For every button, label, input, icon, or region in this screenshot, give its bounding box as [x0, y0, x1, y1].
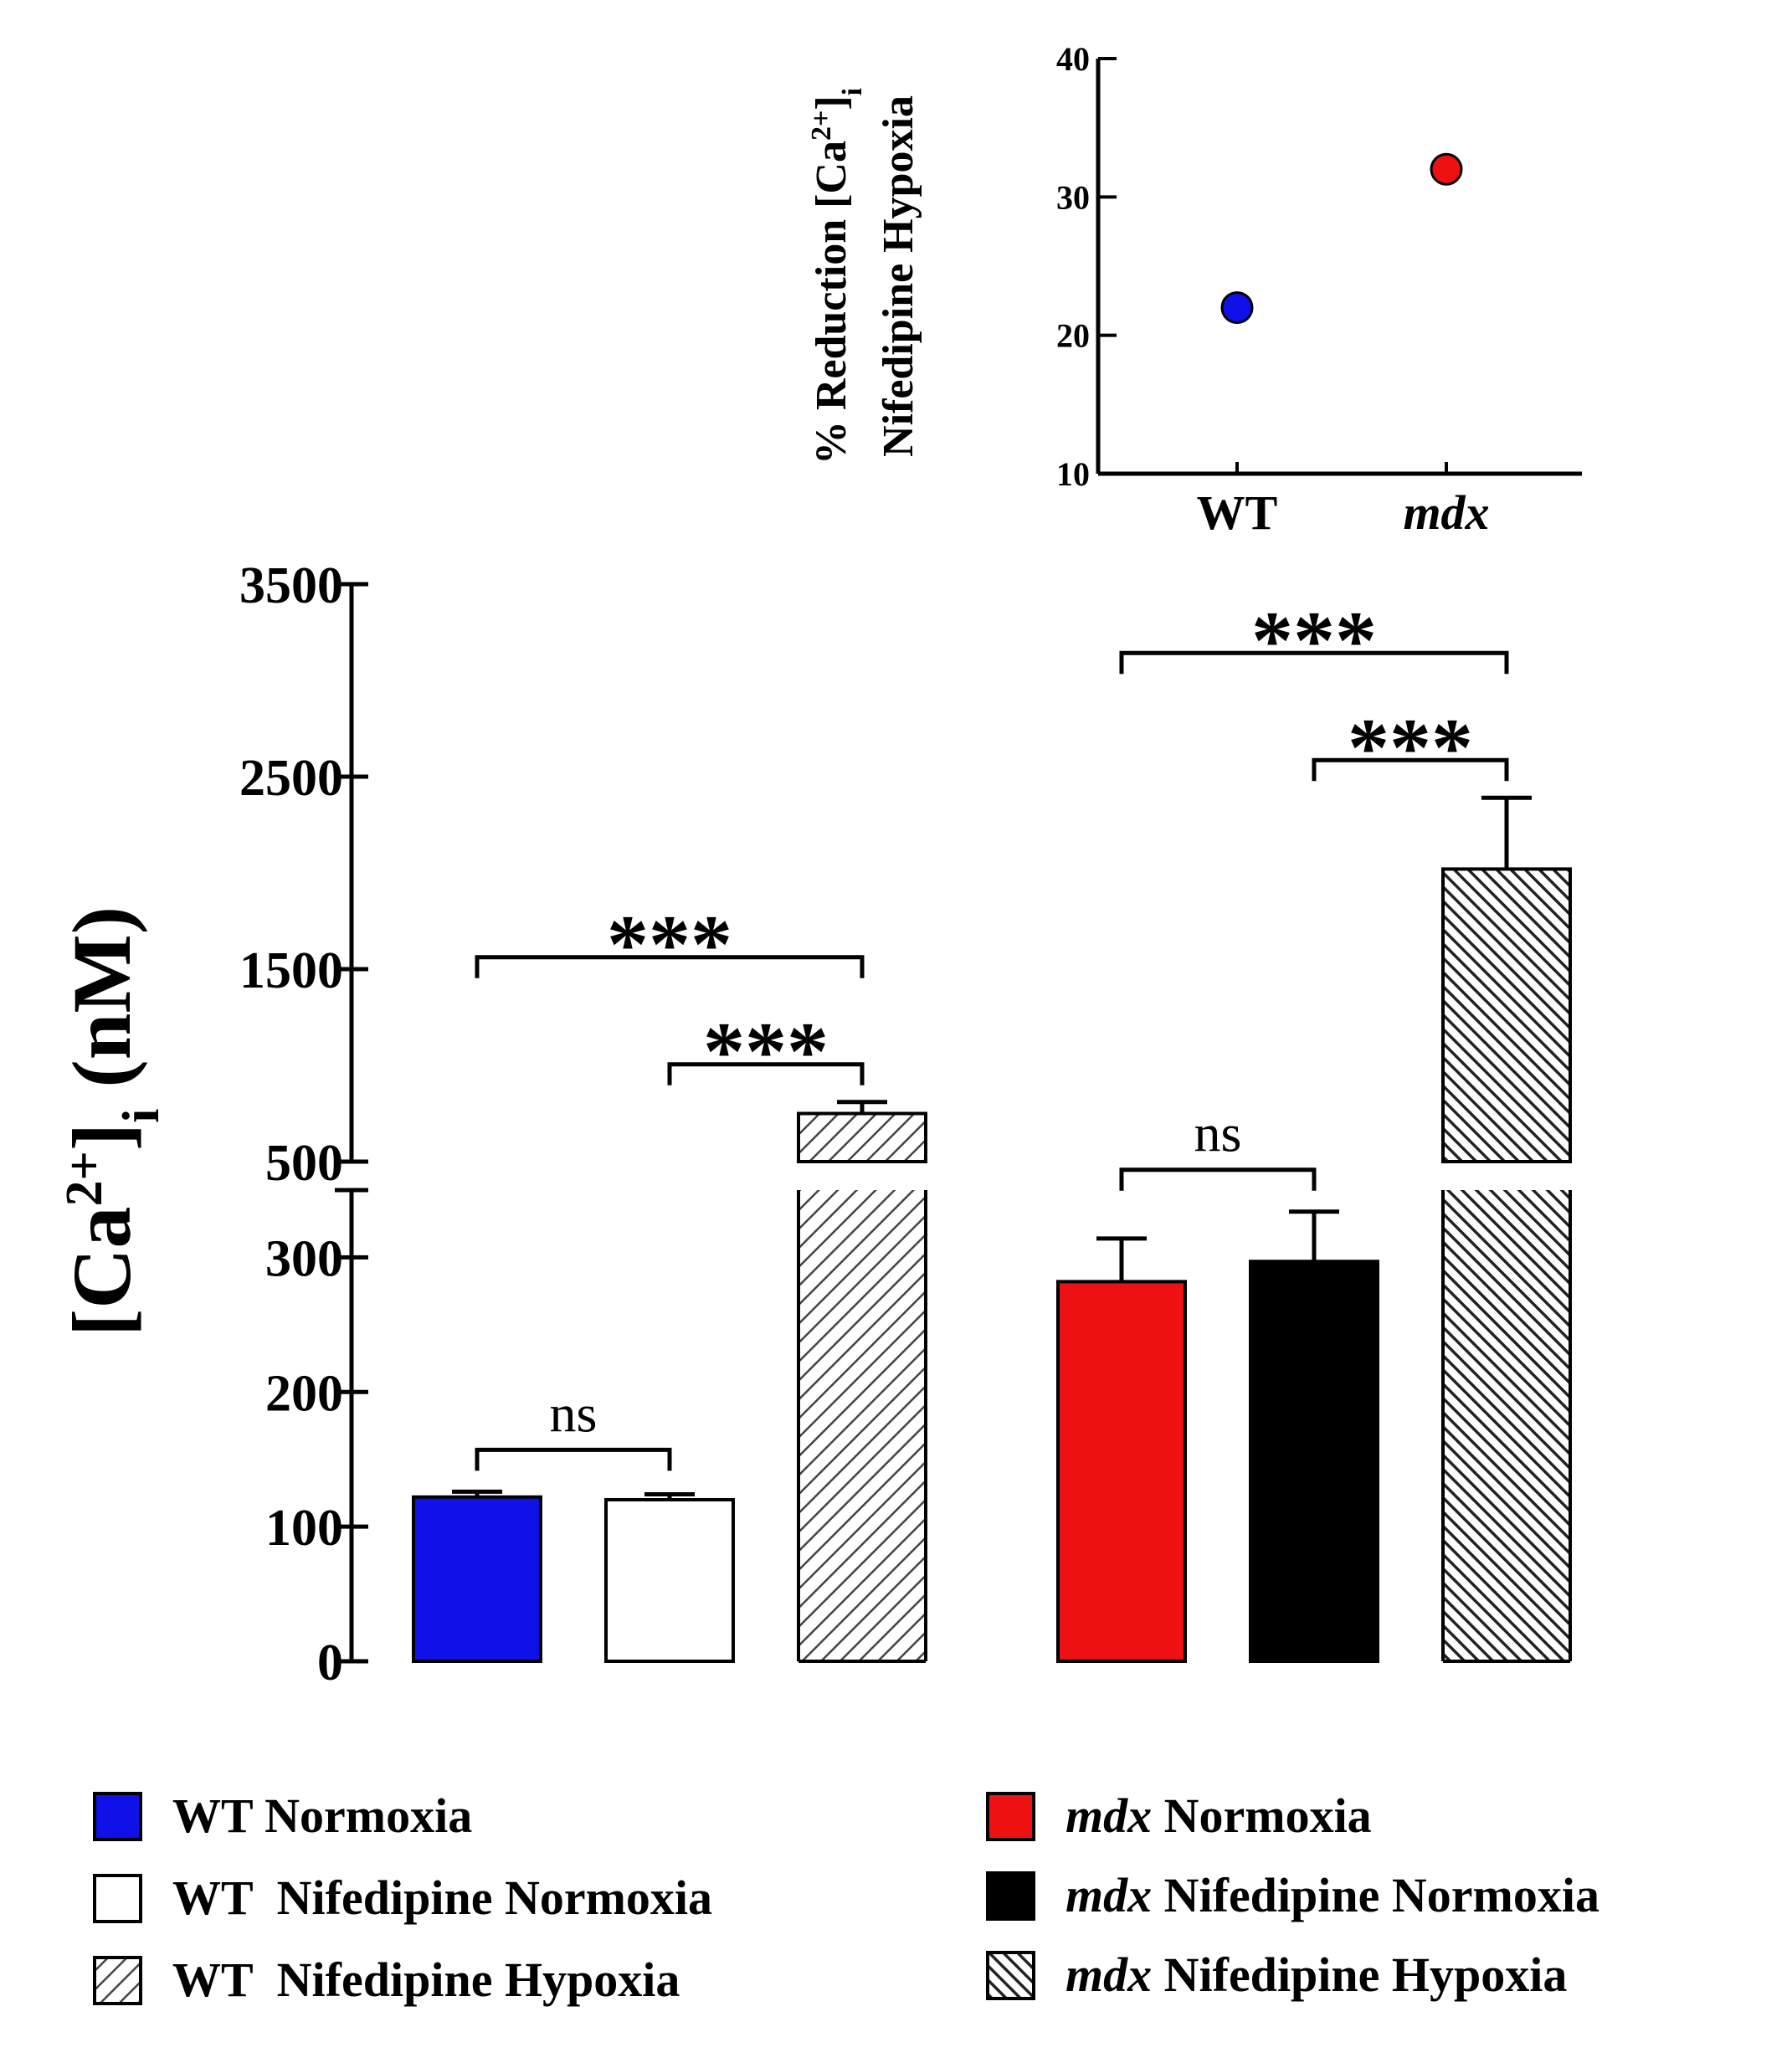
inset-ytick-label: 40 — [1056, 40, 1090, 78]
main-ytick-label: 3500 — [239, 557, 343, 614]
legend-swatch — [93, 1956, 142, 2005]
legend-swatch — [986, 1951, 1035, 2000]
legend-label-text: WT Nifedipine Normoxia — [172, 1870, 712, 1925]
legend-label-text: Normoxia — [1152, 1788, 1372, 1843]
significance-bracket — [1119, 1167, 1317, 1191]
main-ylabel-unit: (nM) — [55, 906, 148, 1088]
main-ylabel-post: ] — [55, 1123, 148, 1151]
significance-label: ns — [550, 1383, 598, 1443]
inset-ytick-label: 10 — [1056, 455, 1090, 493]
bar-wt-nifedipine-normoxia — [604, 1497, 735, 1663]
inset-point-wt — [1220, 291, 1254, 325]
legend-label: WT Normoxia — [172, 1788, 472, 1843]
significance-bracket — [667, 1062, 865, 1085]
significance-bracket — [475, 955, 865, 978]
legend-label-text: WT Nifedipine Hypoxia — [172, 1953, 680, 2007]
legend-swatch — [93, 1792, 142, 1841]
inset-ylabel-sup: 2+ — [806, 110, 837, 141]
legend-label: mdx Nifedipine Normoxia — [1065, 1868, 1599, 1922]
legend-label: WT Nifedipine Normoxia — [172, 1870, 712, 1925]
significance-bracket — [1119, 650, 1509, 675]
bar-upper-mdx-nifedipine-hypoxia — [1441, 867, 1572, 1164]
legend-label-text: Nifedipine Hypoxia — [1152, 1947, 1567, 2002]
legend-label-italic: mdx — [1065, 1788, 1152, 1843]
significance-bracket — [1312, 757, 1509, 782]
legend-label-text: Nifedipine Normoxia — [1152, 1868, 1599, 1922]
bar-wt-normoxia — [412, 1495, 542, 1663]
inset-ytick-label: 30 — [1056, 178, 1090, 216]
legend-label: mdx Nifedipine Hypoxia — [1065, 1947, 1567, 2002]
main-ytick-label: 1500 — [239, 942, 343, 999]
legend-label: mdx Normoxia — [1065, 1788, 1372, 1843]
inset-ytick-label: 20 — [1056, 317, 1090, 355]
main-ytick-label: 500 — [265, 1135, 343, 1192]
inset-ylabel-pre: % Reduction [Ca — [808, 141, 855, 464]
main-ytick-label: 2500 — [239, 750, 343, 807]
main-ylabel: [Ca2+]i (nM) — [55, 906, 170, 1337]
inset-xtick-label: WT — [1197, 485, 1278, 540]
main-ytick-label: 100 — [265, 1500, 343, 1557]
main-ylabel-pre: [Ca — [55, 1206, 148, 1337]
inset-xtick-label: mdx — [1403, 485, 1489, 540]
main-ytick-label: 300 — [265, 1230, 343, 1287]
significance-label: ns — [1194, 1104, 1242, 1163]
significance-label: *** — [1251, 593, 1377, 686]
bar-lower-mdx-nifedipine-hypoxia — [1443, 1190, 1570, 1661]
legend-label-italic: mdx — [1065, 1947, 1152, 2002]
significance-label: *** — [1348, 700, 1473, 793]
bar-lower-wt-nifedipine-hypoxia — [798, 1190, 926, 1661]
bar-upper-wt-nifedipine-hypoxia — [797, 1111, 927, 1163]
legend-label-italic: mdx — [1065, 1868, 1152, 1922]
legend: WT Normoxia WT Nifedipine Normoxia WT Nife… — [93, 1788, 1599, 2007]
inset-ylabel-sub: i — [837, 88, 868, 95]
bar-mdx-normoxia — [1056, 1280, 1187, 1663]
significance-bracket — [475, 1447, 672, 1471]
inset-ylabel-line2: Nifedipine Hypoxia — [875, 95, 922, 457]
legend-swatch — [986, 1871, 1035, 1921]
legend-label-text: WT Normoxia — [172, 1788, 472, 1843]
legend-swatch — [986, 1792, 1035, 1841]
main-ylabel-sup: 2+ — [56, 1151, 113, 1206]
significance-label: *** — [607, 898, 732, 991]
main-ytick-label: 0 — [317, 1634, 343, 1691]
legend-swatch — [93, 1874, 142, 1923]
inset-point-mdx — [1430, 152, 1463, 186]
significance-label: *** — [703, 1005, 829, 1098]
main-ytick-label: 200 — [265, 1365, 343, 1422]
main-chart: [Ca2+]i (nM) 0 100 200 300 500 1500 2500 3500 n… — [55, 557, 1572, 1691]
main-ylabel-sub: i — [113, 1109, 170, 1123]
inset-ylabel-post: ] — [808, 95, 855, 110]
legend-label: WT Nifedipine Hypoxia — [172, 1953, 680, 2007]
bar-mdx-nifedipine-normoxia — [1249, 1260, 1379, 1663]
inset-ylabel-line1: % Reduction [Ca2+]i — [806, 88, 868, 464]
inset-chart: % Reduction [Ca2+]i Nifedipine Hypoxia 1… — [806, 40, 1582, 540]
